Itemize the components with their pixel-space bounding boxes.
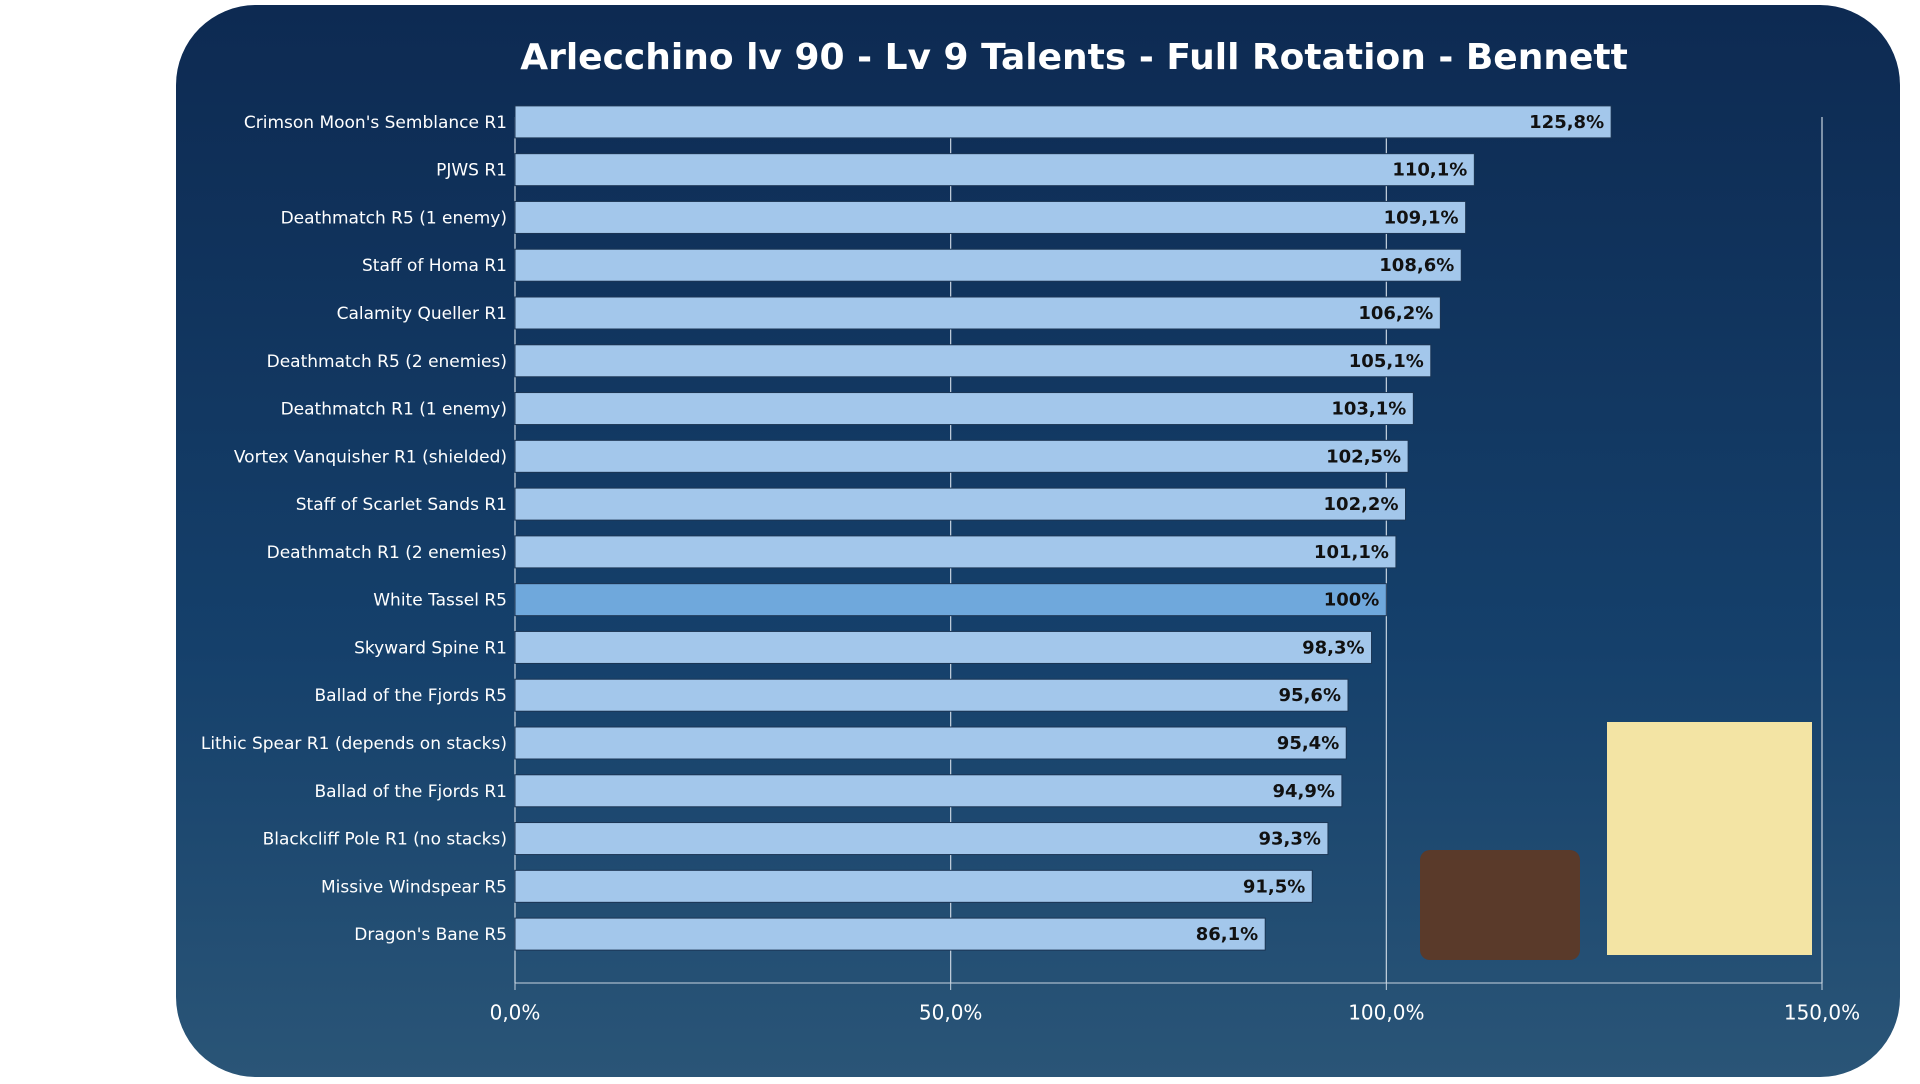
value-label: 102,2% xyxy=(1324,494,1399,515)
value-label: 100% xyxy=(1324,590,1380,611)
value-label: 95,6% xyxy=(1279,685,1341,706)
value-label: 94,9% xyxy=(1272,781,1334,802)
value-label: 103,1% xyxy=(1331,399,1406,420)
bar xyxy=(514,200,1467,234)
y-tick-label: Lithic Spear R1 (depends on stacks) xyxy=(201,734,507,754)
x-tick-label: 0,0% xyxy=(490,1001,541,1025)
y-tick-label: Ballad of the Fjords R1 xyxy=(314,782,507,802)
y-tick-label: Blackcliff Pole R1 (no stacks) xyxy=(263,830,507,850)
bar xyxy=(514,630,1373,664)
bar xyxy=(514,774,1343,808)
y-tick-label: Staff of Homa R1 xyxy=(362,256,507,276)
bar xyxy=(514,869,1313,903)
value-label: 101,1% xyxy=(1314,542,1389,563)
bar xyxy=(514,487,1407,521)
y-tick-label: PJWS R1 xyxy=(436,161,507,181)
y-tick-label: Ballad of the Fjords R5 xyxy=(314,686,507,706)
bar xyxy=(514,105,1612,139)
x-tick-label: 100,0% xyxy=(1348,1001,1424,1025)
value-label: 106,2% xyxy=(1358,303,1433,324)
value-label: 110,1% xyxy=(1392,160,1467,181)
y-tick-label: Dragon's Bane R5 xyxy=(354,925,507,945)
x-tick-label: 150,0% xyxy=(1784,1001,1860,1025)
value-label: 125,8% xyxy=(1529,112,1604,133)
bar xyxy=(514,344,1432,378)
x-tick-label: 50,0% xyxy=(919,1001,983,1025)
chart-title: Arlecchino lv 90 - Lv 9 Talents - Full R… xyxy=(520,37,1628,78)
y-tick-label: Staff of Scarlet Sands R1 xyxy=(296,495,507,515)
y-tick-label: Deathmatch R5 (1 enemy) xyxy=(281,208,507,228)
value-label: 86,1% xyxy=(1196,924,1258,945)
portrait-card xyxy=(1607,722,1812,955)
bar xyxy=(514,439,1409,473)
y-tick-label: Deathmatch R5 (2 enemies) xyxy=(267,352,507,372)
bar xyxy=(514,392,1414,426)
value-label: 95,4% xyxy=(1277,733,1339,754)
value-label: 109,1% xyxy=(1384,207,1459,228)
y-tick-label: Missive Windspear R5 xyxy=(321,877,507,897)
bar xyxy=(514,583,1387,617)
y-tick-label: Vortex Vanquisher R1 (shielded) xyxy=(234,447,507,467)
y-tick-label: Crimson Moon's Semblance R1 xyxy=(244,113,507,133)
value-label: 108,6% xyxy=(1379,255,1454,276)
bar xyxy=(514,822,1329,856)
value-label: 105,1% xyxy=(1349,351,1424,372)
bar xyxy=(514,296,1441,330)
value-label: 102,5% xyxy=(1326,446,1401,467)
y-tick-label: Skyward Spine R1 xyxy=(354,638,507,658)
bar xyxy=(514,153,1475,187)
y-tick-label: Calamity Queller R1 xyxy=(337,304,507,324)
bar xyxy=(514,535,1397,569)
bar xyxy=(514,917,1266,951)
value-label: 93,3% xyxy=(1259,829,1321,850)
value-label: 91,5% xyxy=(1243,876,1305,897)
y-tick-label: White Tassel R5 xyxy=(373,591,507,611)
portrait-throne xyxy=(1420,850,1580,960)
bar xyxy=(514,678,1349,712)
value-label: 98,3% xyxy=(1302,637,1364,658)
y-tick-label: Deathmatch R1 (2 enemies) xyxy=(267,543,507,563)
bar xyxy=(514,248,1462,282)
y-tick-label: Deathmatch R1 (1 enemy) xyxy=(281,400,507,420)
bar xyxy=(514,726,1347,760)
